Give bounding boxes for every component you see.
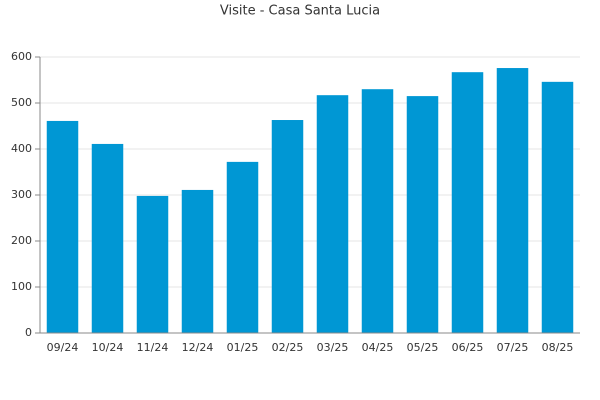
- y-tick-label: 400: [11, 142, 32, 155]
- y-tick-label: 0: [25, 326, 32, 339]
- bar: [46, 120, 79, 333]
- bar: [271, 120, 304, 334]
- y-tick-label: 500: [11, 96, 32, 109]
- chart-title: Visite - Casa Santa Lucia: [220, 4, 380, 19]
- bar: [316, 95, 349, 334]
- y-tick-label: 200: [11, 234, 32, 247]
- x-tick-label: 04/25: [362, 341, 394, 354]
- x-tick-label: 11/24: [137, 341, 169, 354]
- x-tick-label: 03/25: [317, 341, 349, 354]
- x-tick-label: 05/25: [407, 341, 439, 354]
- x-tick-label: 12/24: [182, 341, 214, 354]
- x-tick-label: 07/25: [497, 341, 529, 354]
- x-tick-label: 09/24: [47, 341, 79, 354]
- x-tick-label: 06/25: [452, 341, 484, 354]
- bar: [451, 72, 484, 334]
- y-tick-label: 600: [11, 50, 32, 63]
- bar: [496, 68, 529, 333]
- bar: [361, 89, 394, 333]
- bar: [226, 161, 259, 333]
- bar: [136, 195, 169, 333]
- bar: [91, 143, 124, 333]
- y-tick-label: 300: [11, 188, 32, 201]
- x-tick-label: 08/25: [542, 341, 574, 354]
- bar: [181, 189, 214, 333]
- y-tick-label: 100: [11, 280, 32, 293]
- x-tick-label: 02/25: [272, 341, 304, 354]
- bar: [541, 81, 574, 333]
- x-tick-label: 01/25: [227, 341, 259, 354]
- bar: [406, 96, 439, 333]
- x-tick-label: 10/24: [92, 341, 124, 354]
